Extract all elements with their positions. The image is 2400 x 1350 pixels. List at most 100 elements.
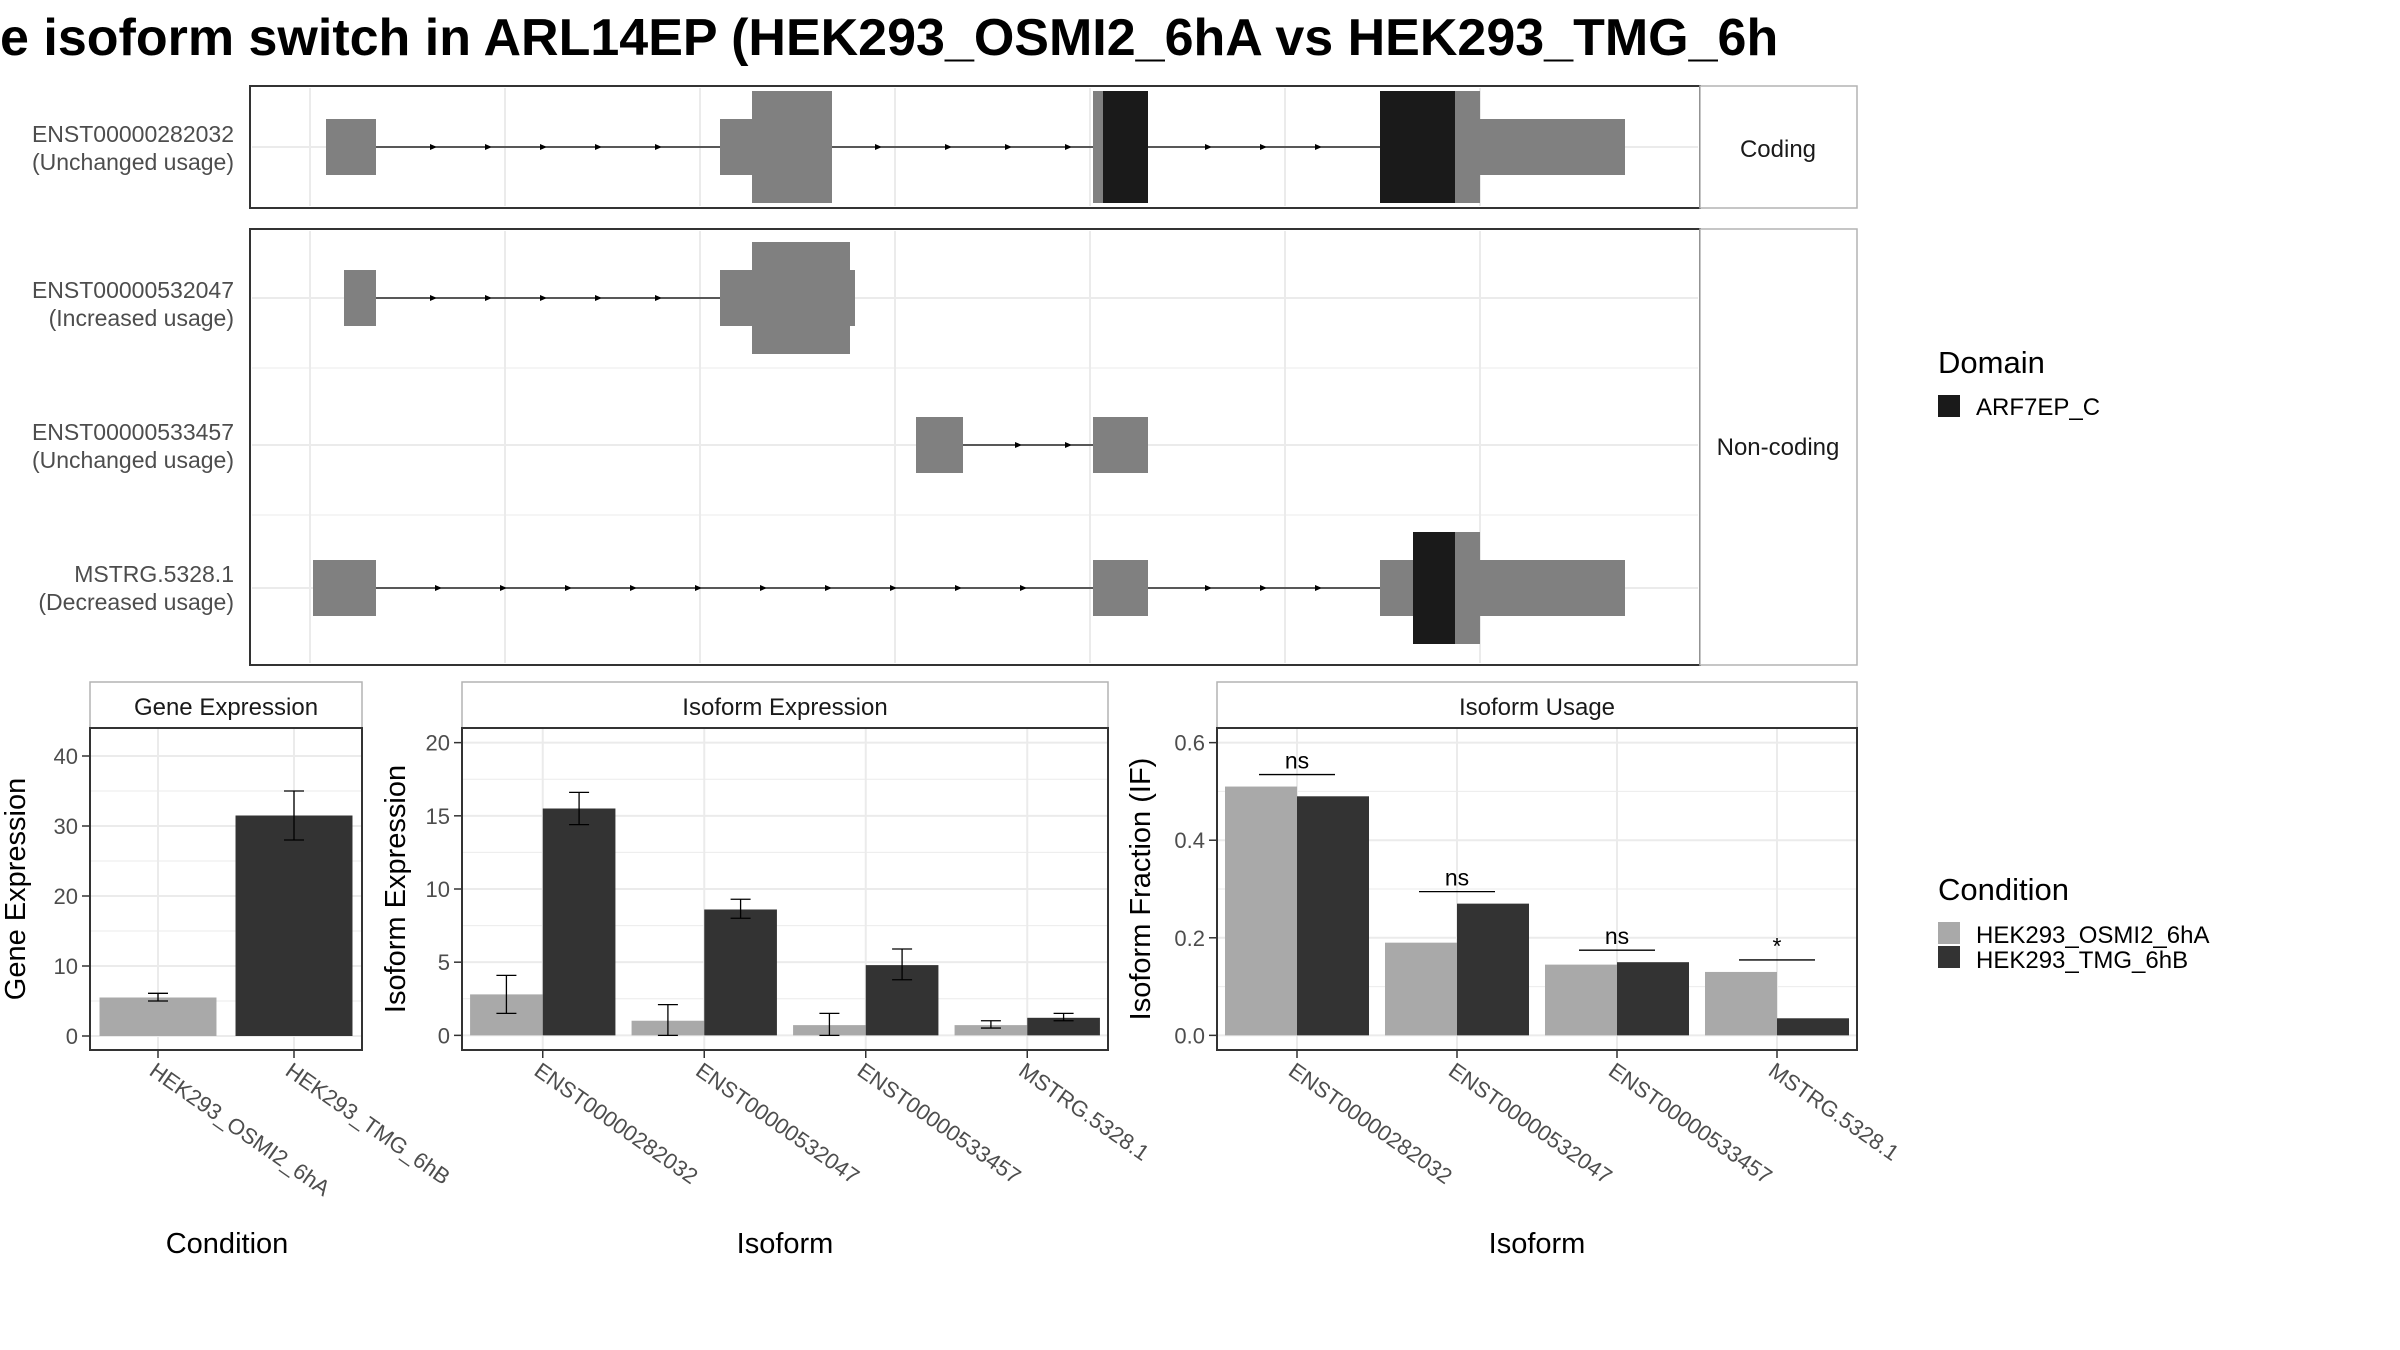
intron-arrow [695,585,702,591]
transcript-label-0-usage: (Unchanged usage) [32,149,234,175]
transcript-label-3-id: MSTRG.5328.1 [74,561,234,587]
significance-label: ns [1445,865,1469,891]
intron-arrow [890,585,897,591]
exon-block [1380,560,1415,616]
exon-block [344,270,376,326]
bar [1297,796,1369,1036]
domain-legend-title: Domain [1938,345,2045,380]
intron-arrow [1315,585,1322,591]
intron-arrow [1205,144,1212,150]
transcript-label-1-id: ENST00000532047 [32,277,234,303]
intron-arrow [485,144,492,150]
x-axis-title: Isoform [1489,1228,1586,1260]
panel-strip-label: Isoform Usage [1459,694,1615,721]
transcript-structure-plot: Coding Non-coding ENST00000282032 (Uncha… [32,85,1858,666]
panel-strip [89,681,363,729]
x-axis-title: Isoform [737,1228,834,1260]
bar [1777,1018,1849,1036]
y-tick-label: 0 [66,1024,78,1049]
condition-legend-label-b: HEK293_TMG_6hB [1976,947,2188,974]
isoform-expression-chart: Isoform Expression 0 5 10 15 20 ENST0000028203… [380,681,1154,1260]
panel-strip-label: Isoform Expression [682,694,887,721]
exon-block [1093,560,1148,616]
intron-arrow [1020,585,1027,591]
significance-label: * [1773,933,1782,959]
intron-arrow [945,144,952,150]
x-tick-label: MSTRG.5328.1 [1014,1058,1154,1166]
condition-legend-key-a [1938,922,1960,944]
x-tick-label: ENST00000282032 [1284,1058,1457,1189]
condition-legend-title: Condition [1938,872,2069,907]
y-tick-label: 20 [426,731,450,756]
x-tick-label: ENST00000532047 [1444,1058,1617,1189]
bar [704,909,777,1036]
condition-legend-key-b [1938,946,1960,968]
strip-coding-label: Coding [1740,136,1816,163]
intron-arrow [655,295,662,301]
y-axis-title: Isoform Expression [380,765,412,1013]
intron-arrow [1205,585,1212,591]
exon-block [845,270,855,326]
y-tick-label: 10 [426,877,450,902]
bar [1617,962,1689,1036]
bar [1385,942,1457,1036]
x-tick-label: ENST00000532047 [691,1058,864,1189]
intron-arrow [630,585,637,591]
significance-label: ns [1285,748,1309,774]
domain-legend-label: ARF7EP_C [1976,394,2100,421]
condition-legend: Condition HEK293_OSMI2_6hA HEK293_TMG_6h… [1938,872,2209,974]
intron-arrow [595,144,602,150]
bar [954,1025,1028,1036]
intron-arrow [540,295,547,301]
intron-arrow [435,585,442,591]
strip-noncoding [1699,228,1858,666]
intron-arrow [1260,144,1267,150]
y-tick-label: 20 [54,884,78,909]
y-tick-label: 30 [54,814,78,839]
intron-arrow [430,295,437,301]
exon-block [916,417,963,473]
y-tick-label: 10 [54,954,78,979]
y-tick-label: 0.2 [1174,926,1205,951]
exon-block [326,119,376,175]
intron-arrow [540,144,547,150]
intron-arrow [565,585,572,591]
x-tick-label: ENST00000533457 [853,1058,1026,1189]
x-axis-title: Condition [166,1228,289,1260]
intron-arrow [1015,442,1022,448]
transcript-label-1-usage: (Increased usage) [49,305,234,331]
intron-arrow [595,295,602,301]
domain-block [1380,91,1455,203]
intron-arrow [760,585,767,591]
y-axis-title: Isoform Fraction (IF) [1125,758,1157,1021]
y-tick-label: 5 [438,950,450,975]
y-axis-title: Gene Expression [0,778,32,1000]
y-tick-label: 15 [426,804,450,829]
domain-block [1413,532,1455,644]
structure-marks [313,91,1625,644]
y-tick-label: 0.6 [1174,731,1205,756]
intron-arrow [1315,144,1322,150]
domain-legend: Domain ARF7EP_C [1938,345,2100,421]
intron-arrow [430,144,437,150]
intron-arrow [1260,585,1267,591]
y-tick-label: 0.0 [1174,1023,1205,1048]
domain-block [1103,91,1148,203]
y-tick-label: 40 [54,744,78,769]
exon-block [1455,560,1625,616]
bar [235,815,353,1036]
x-tick-label: MSTRG.5328.1 [1764,1058,1904,1166]
bar [1457,903,1529,1036]
x-tick-label: ENST00000282032 [530,1058,703,1189]
intron-arrow [1005,144,1012,150]
transcript-label-2-usage: (Unchanged usage) [32,447,234,473]
y-tick-label: 0.4 [1174,828,1205,853]
transcript-label-3-usage: (Decreased usage) [38,589,234,615]
exon-block [1093,417,1148,473]
domain-legend-key [1938,395,1960,417]
exon-block [752,242,850,354]
isoform-usage-chart: Isoform Usage ns ns ns * 0.0 0.2 0.4 0.6 ENST0000… [1125,681,1904,1260]
significance-label: ns [1605,923,1629,949]
panel-strip [461,681,1109,729]
